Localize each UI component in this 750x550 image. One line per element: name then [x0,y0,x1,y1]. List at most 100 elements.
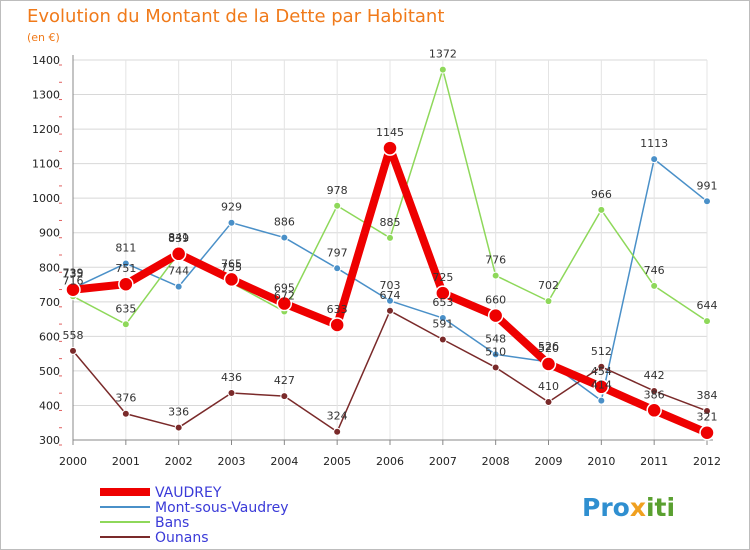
x-tick-label: 2001 [112,455,140,468]
data-point [544,398,553,406]
data-label: 336 [168,406,189,419]
data-point [227,389,236,398]
data-label: 765 [221,257,242,270]
y-tick-label: 800 [39,261,60,274]
data-label: 674 [380,289,401,302]
data-label: 635 [115,302,136,315]
x-tick-label: 2004 [270,455,298,468]
data-label: 660 [485,294,506,307]
data-point [121,409,130,418]
x-tick-label: 2005 [323,455,351,468]
data-label: 739 [63,266,84,279]
y-tick-label: 600 [39,330,60,343]
y-tick-label: 700 [39,296,60,309]
data-point [333,264,342,273]
data-label: 633 [327,303,348,316]
data-label: 442 [644,369,665,382]
data-point [333,427,342,436]
data-label: 886 [274,216,295,229]
data-label: 520 [538,342,559,355]
y-tick-label: 300 [39,434,60,447]
data-label: 703 [380,279,401,292]
y-tick-label: 1100 [32,158,60,171]
data-point [227,218,236,227]
data-point [276,295,293,312]
y-tick-label: 1000 [32,192,60,205]
data-point [491,350,500,359]
data-label: 929 [221,201,242,214]
data-point [386,296,394,305]
data-label: 839 [168,232,189,245]
axes: 300 400 500 600 700 800 900 1000 1100 1200 1300 140… [32,54,721,468]
data-label: 321 [697,411,718,424]
data-label: 751 [115,262,136,275]
data-point [174,282,183,291]
legend-label: Ounans [155,530,209,546]
x-tick-label: 2010 [587,455,615,468]
legend-label: Bans [155,515,189,531]
data-label: 841 [168,231,189,244]
data-point [121,259,130,268]
data-point [382,140,398,156]
data-label: 1113 [640,137,668,150]
data-point [438,335,447,344]
data-point [597,396,606,405]
data-label: 548 [485,332,506,345]
x-tick-label: 2003 [218,455,246,468]
data-point [386,306,394,315]
y-tick-label: 1400 [32,54,60,67]
data-label: 386 [644,388,665,401]
data-point [593,379,610,395]
data-point [280,392,289,401]
data-point [121,320,130,329]
data-label: 324 [327,410,348,423]
data-point [540,356,557,372]
data-point [703,406,711,415]
data-point [435,285,451,301]
data-point [333,201,342,210]
data-point [487,307,504,324]
data-label: 436 [221,371,242,384]
data-point [170,246,187,262]
data-point [491,271,500,280]
data-point [386,233,394,242]
data-point [69,346,77,355]
x-tick-label: 2002 [165,455,193,468]
data-label: 653 [432,296,453,309]
data-label: 735 [63,268,84,281]
data-label: 695 [274,282,295,295]
data-label: 384 [697,389,718,402]
data-label: 725 [432,271,453,284]
data-point [650,386,659,395]
data-point [699,424,715,441]
data-label: 716 [63,274,84,287]
legend-label: VAUDREY [155,485,222,501]
data-point [223,271,240,288]
data-point [650,155,659,164]
data-point [118,276,134,292]
chart-title: Evolution du Montant de la Dette par Hab… [27,6,444,27]
data-point [438,65,447,74]
data-label: 454 [591,365,612,378]
svg-text:Proxiti: Proxiti [582,493,675,522]
data-point [597,362,606,371]
data-point [174,423,183,432]
data-label: 1372 [429,48,457,61]
data-point [329,317,345,333]
x-tick-label: 2011 [640,455,668,468]
data-point [65,281,81,298]
data-label: 744 [168,265,189,278]
data-point [646,402,662,419]
data-point [703,197,711,206]
x-tick-label: 2006 [376,455,404,468]
data-point [597,205,606,214]
data-label: 427 [274,374,295,387]
y-tick-label: 1200 [32,123,60,136]
data-label: 1145 [376,126,404,139]
data-point [650,281,659,290]
data-point [544,297,553,306]
data-label: 966 [591,188,612,201]
data-label: 672 [274,289,295,302]
gridlines [72,59,708,441]
